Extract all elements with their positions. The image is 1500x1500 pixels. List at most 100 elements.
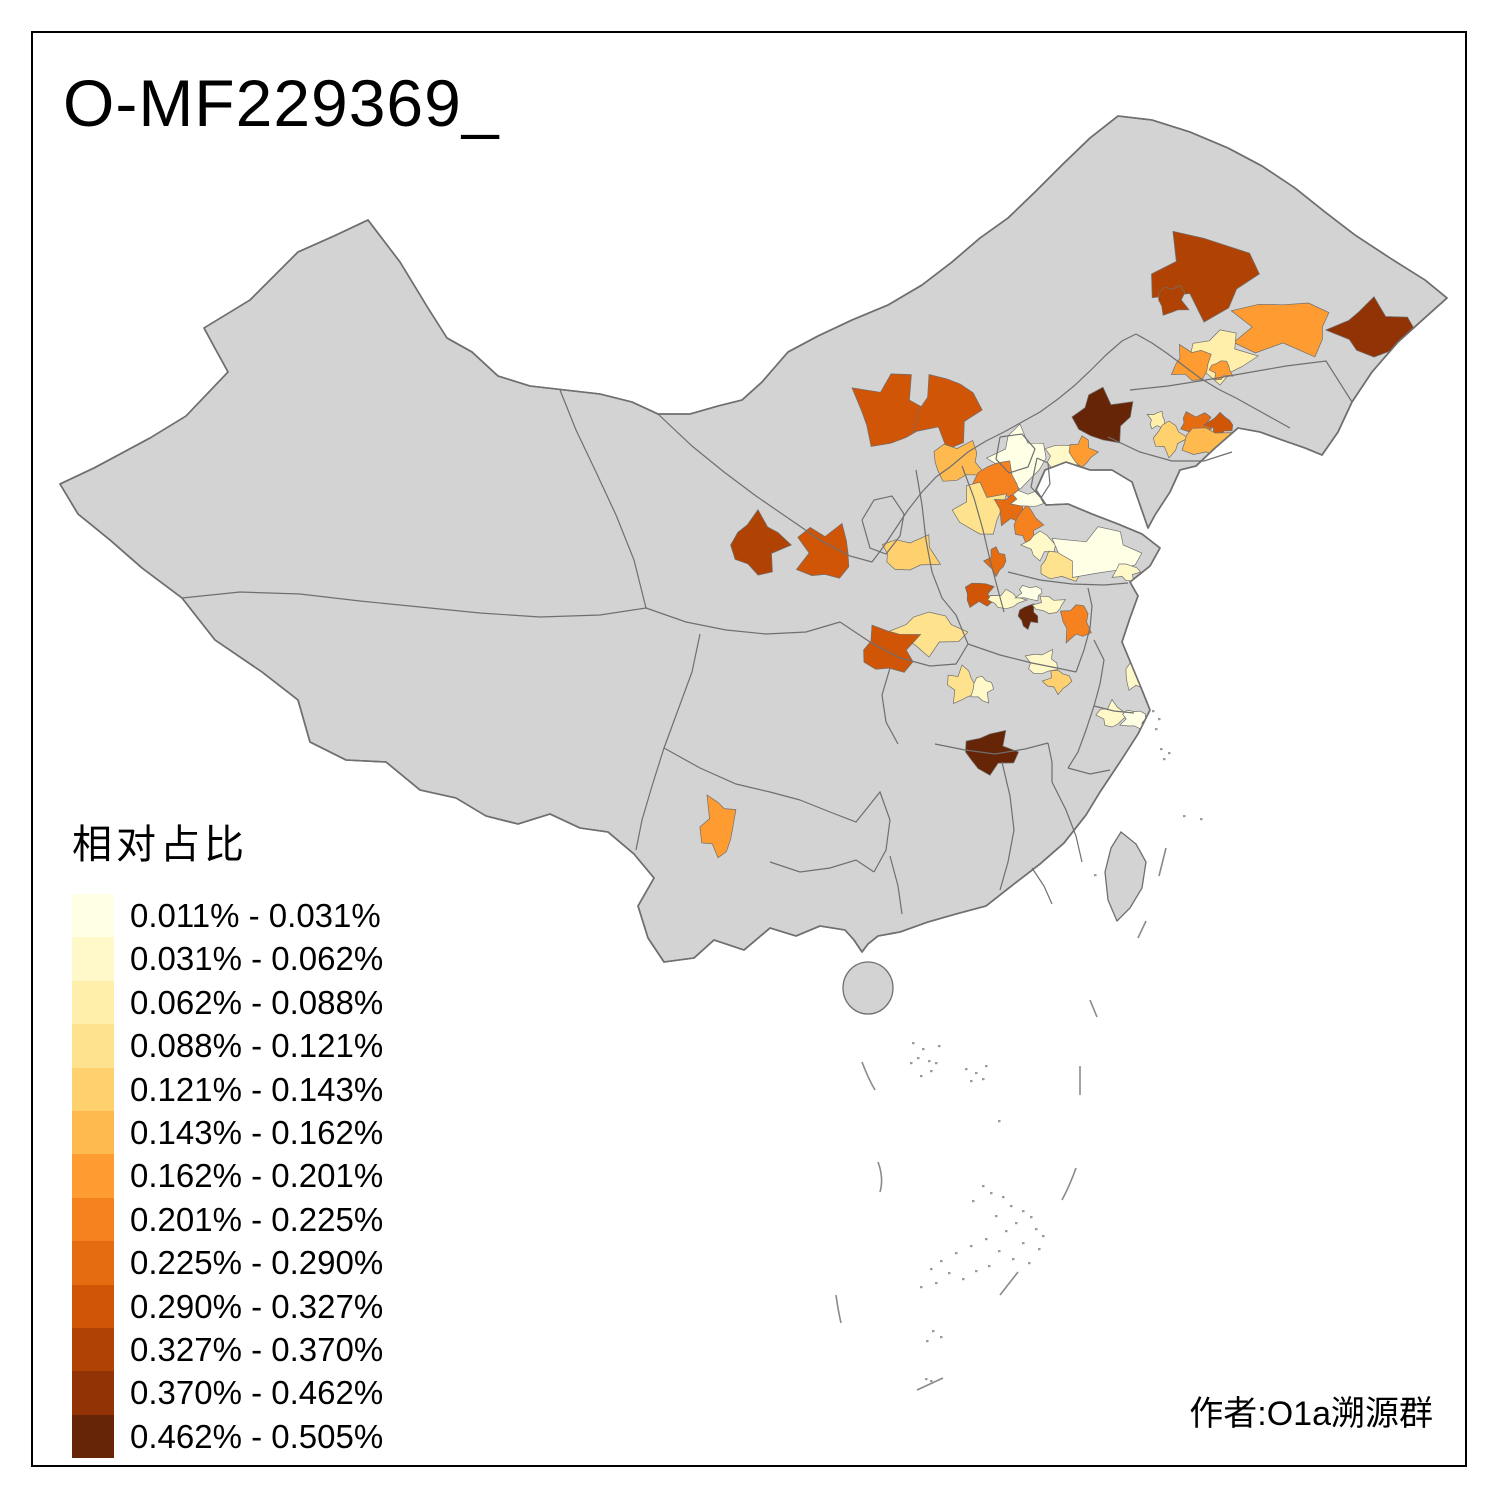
choropleth-regions bbox=[699, 230, 1416, 859]
islet-dot bbox=[917, 1057, 920, 1060]
province-border bbox=[1129, 360, 1353, 403]
province-border bbox=[915, 469, 957, 616]
islet-dot bbox=[935, 1282, 938, 1285]
map-region-region-22 bbox=[951, 481, 1008, 535]
legend-label: 0.290% - 0.327% bbox=[130, 1287, 384, 1325]
map-region-region-02 bbox=[1158, 285, 1190, 316]
islet-dot bbox=[912, 1042, 915, 1045]
legend-swatch bbox=[72, 1371, 114, 1415]
legend-label: 0.088% - 0.121% bbox=[130, 1027, 384, 1065]
islet-dot bbox=[1030, 1216, 1033, 1219]
islet-dot bbox=[982, 1185, 985, 1188]
islet-dot bbox=[1155, 728, 1158, 731]
islet-dot bbox=[970, 1080, 973, 1083]
province-border bbox=[839, 621, 969, 667]
province-border bbox=[663, 747, 801, 801]
attribution: 作者:O1a溯源群 bbox=[1189, 1395, 1433, 1433]
map-region-region-35 bbox=[1017, 603, 1039, 631]
legend-label: 0.370% - 0.462% bbox=[130, 1374, 384, 1412]
legend-swatch bbox=[72, 1067, 114, 1111]
map-region-region-31 bbox=[982, 546, 1007, 578]
islet-dot bbox=[990, 1192, 993, 1195]
islet-dot bbox=[935, 1062, 938, 1065]
legend-label: 0.462% - 0.505% bbox=[130, 1417, 384, 1455]
islet-dot bbox=[940, 1260, 943, 1263]
islet-dot bbox=[975, 1072, 978, 1075]
sea-dash-line bbox=[1061, 1167, 1077, 1201]
islet-dot bbox=[922, 1048, 925, 1051]
legend-label: 0.225% - 0.290% bbox=[130, 1244, 384, 1282]
islet-dot bbox=[1010, 1205, 1013, 1208]
map-region-region-04 bbox=[1230, 302, 1330, 358]
islet-dot bbox=[985, 1065, 988, 1068]
province-border bbox=[1075, 587, 1093, 673]
province-border bbox=[645, 607, 841, 635]
islet-dot bbox=[985, 1238, 988, 1241]
map-region-region-47 bbox=[1095, 698, 1129, 728]
islet-dot bbox=[1035, 1228, 1038, 1231]
map-region-region-12 bbox=[1202, 411, 1234, 438]
legend: 相对占比 0.011% - 0.031% 0.031% - 0.062% 0.062… bbox=[72, 812, 384, 1459]
legend-item: 0.370% - 0.462% bbox=[72, 1371, 384, 1415]
legend-label: 0.062% - 0.088% bbox=[130, 983, 384, 1021]
islet-dot bbox=[1094, 874, 1097, 877]
islet-dot bbox=[970, 1245, 973, 1248]
sea-dash-line bbox=[835, 1294, 842, 1324]
sea-dash-line bbox=[877, 1161, 883, 1193]
legend-swatch bbox=[72, 1110, 114, 1155]
legend-swatch bbox=[72, 1414, 114, 1459]
map-region-region-19 bbox=[1068, 435, 1100, 468]
islet-dot bbox=[938, 1045, 941, 1048]
islet-dot bbox=[1183, 815, 1186, 818]
province-border bbox=[1047, 742, 1053, 782]
legend-title: 相对占比 bbox=[72, 823, 248, 867]
province-border bbox=[657, 413, 873, 563]
province-border bbox=[1093, 705, 1135, 714]
province-border bbox=[559, 389, 647, 609]
islet-dot bbox=[930, 1380, 933, 1383]
legend-label: 0.162% - 0.201% bbox=[130, 1157, 384, 1195]
province-border bbox=[861, 495, 905, 555]
islet-dot bbox=[1168, 752, 1171, 755]
map-region-region-36 bbox=[1031, 595, 1067, 614]
islet-dot bbox=[930, 1268, 933, 1271]
map-region-region-15 bbox=[913, 374, 983, 450]
map-region-region-17 bbox=[985, 423, 1047, 490]
province-border bbox=[955, 614, 969, 645]
legend-swatch bbox=[72, 1197, 114, 1242]
islet-dot bbox=[1200, 818, 1203, 821]
islet-dot bbox=[920, 1075, 923, 1078]
legend-item: 0.225% - 0.290% bbox=[72, 1241, 384, 1285]
map-region-region-14 bbox=[851, 373, 930, 447]
map-region-region-16 bbox=[933, 440, 987, 482]
legend-item: 0.162% - 0.201% bbox=[72, 1154, 384, 1198]
map-region-region-10 bbox=[1152, 420, 1190, 459]
legend-item: 0.327% - 0.370% bbox=[72, 1327, 383, 1372]
sea-dash-line bbox=[1137, 920, 1147, 939]
islet-dot bbox=[932, 1330, 935, 1333]
islet-dot bbox=[1163, 758, 1166, 761]
province-border bbox=[999, 761, 1015, 891]
sea-dash-line bbox=[916, 1377, 944, 1391]
islet-dot bbox=[1038, 1248, 1041, 1251]
islet-dot bbox=[998, 1120, 1001, 1123]
legend-item: 0.062% - 0.088% bbox=[72, 980, 384, 1025]
islet-dot bbox=[928, 1060, 931, 1063]
legend-items: 0.011% - 0.031% 0.031% - 0.062% 0.062% - 0… bbox=[72, 894, 384, 1459]
islet-dot bbox=[995, 1215, 998, 1218]
map-region-region-01 bbox=[1151, 230, 1260, 323]
map-region-region-32 bbox=[964, 582, 995, 609]
islet-dot bbox=[1158, 718, 1161, 721]
legend-swatch bbox=[72, 980, 114, 1025]
map-region-region-39 bbox=[795, 522, 850, 579]
province-border bbox=[799, 790, 891, 873]
province-border bbox=[1031, 867, 1053, 905]
map-region-region-07 bbox=[1208, 360, 1234, 381]
islet-dot bbox=[1002, 1196, 1005, 1199]
province-border bbox=[1067, 767, 1111, 775]
legend-label: 0.121% - 0.143% bbox=[130, 1070, 384, 1108]
islet-dot bbox=[955, 1252, 958, 1255]
province-border bbox=[934, 742, 1049, 755]
legend-swatch bbox=[72, 894, 114, 938]
islet-dot bbox=[948, 1272, 951, 1275]
